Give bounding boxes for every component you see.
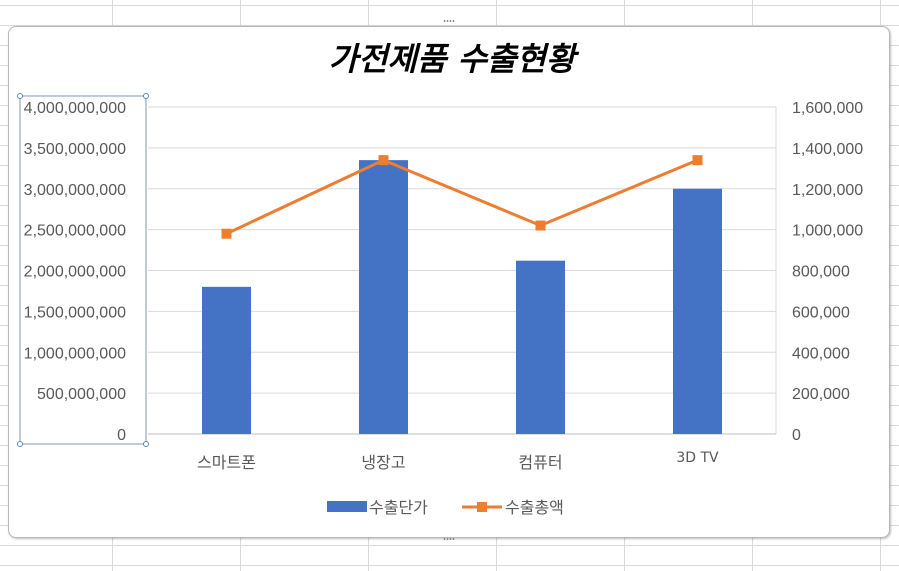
category-label: 3D TV: [676, 450, 719, 466]
category-axis-labels: 스마트폰 냉장고 컴퓨터 3D TV: [197, 450, 719, 472]
left-axis-tick-label: 2,000,000,000: [24, 264, 126, 281]
legend: 수출단가 수출총액: [327, 498, 564, 517]
left-axis-tick-label: 0: [117, 427, 126, 444]
legend-line-marker: [477, 502, 487, 512]
gridlines: [148, 106, 777, 435]
selection-border: [19, 95, 147, 445]
category-label: 스마트폰: [197, 453, 256, 472]
right-axis-tick-label: 200,000: [792, 386, 850, 403]
chart-resize-handle-bottom[interactable]: [443, 537, 455, 541]
right-axis-tick-label: 1,400,000: [792, 141, 863, 158]
bar: [673, 188, 722, 434]
right-axis-tick-label: 1,600,000: [792, 100, 863, 117]
chart-resize-handle-top[interactable]: [443, 19, 455, 23]
legend-bar-swatch: [327, 501, 367, 512]
left-axis-tick-label: 4,000,000,000: [24, 100, 126, 117]
selection-handle: [17, 93, 23, 99]
bar-series: [202, 160, 722, 434]
bar: [202, 286, 251, 434]
selection-handle: [17, 441, 23, 447]
right-axis-tick-label: 1,200,000: [792, 182, 863, 199]
right-axis-tick-label: 1,000,000: [792, 223, 863, 240]
series-line: [225, 158, 699, 236]
chart-title: 가전제품 수출현황: [329, 40, 580, 78]
right-axis-tick-label: 400,000: [792, 345, 850, 362]
left-axis-tick-label: 1,500,000,000: [24, 304, 126, 321]
bar: [359, 160, 408, 434]
legend-bar-label: 수출단가: [369, 498, 428, 517]
line-series: [221, 155, 703, 239]
line-marker: [378, 155, 389, 166]
left-axis-tick-label: 500,000,000: [37, 386, 126, 403]
selection-handle: [143, 93, 149, 99]
left-axis-ticks: 0 500,000,000 1,000,000,000 1,500,000,000 2,…: [24, 100, 126, 444]
category-label: 컴퓨터: [518, 453, 562, 472]
line-marker: [692, 155, 703, 166]
line-marker: [221, 228, 232, 239]
legend-line-label: 수출총액: [505, 498, 564, 517]
axis-selection-box[interactable]: [17, 93, 149, 447]
line-marker: [535, 220, 546, 231]
left-axis-tick-label: 2,500,000,000: [24, 223, 126, 240]
category-label: 냉장고: [361, 453, 405, 472]
left-axis-tick-label: 1,000,000,000: [24, 345, 126, 362]
right-axis-tick-label: 800,000: [792, 264, 850, 281]
selection-handle: [143, 441, 149, 447]
chart-area[interactable]: [8, 26, 890, 538]
bar: [516, 260, 565, 434]
right-axis-tick-label: 0: [792, 427, 801, 444]
right-axis-ticks: 0 200,000 400,000 600,000 800,000 1,000,000 1,…: [792, 100, 863, 444]
right-axis-tick-label: 600,000: [792, 304, 850, 321]
left-axis-tick-label: 3,500,000,000: [24, 141, 126, 158]
left-axis-tick-label: 3,000,000,000: [24, 182, 126, 199]
